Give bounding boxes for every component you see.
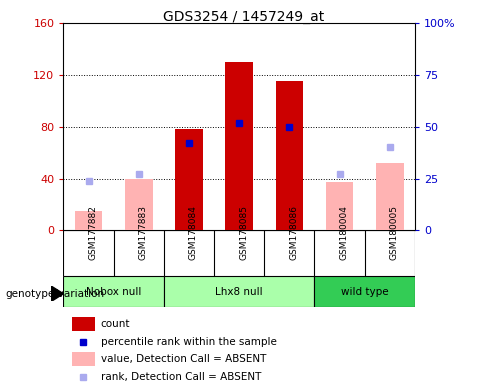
Bar <box>125 179 153 230</box>
Text: count: count <box>101 319 130 329</box>
Text: percentile rank within the sample: percentile rank within the sample <box>101 338 277 348</box>
Bar <box>276 81 303 230</box>
Text: Lhx8 null: Lhx8 null <box>215 287 263 297</box>
Text: rank, Detection Call = ABSENT: rank, Detection Call = ABSENT <box>101 372 261 382</box>
Text: GSM180005: GSM180005 <box>390 205 399 260</box>
Bar <box>63 276 164 307</box>
Bar <box>314 276 415 307</box>
Bar <box>164 276 314 307</box>
Text: GSM178086: GSM178086 <box>289 205 298 260</box>
Bar <box>75 211 102 230</box>
Bar <box>376 163 404 230</box>
Bar <box>175 129 203 230</box>
Text: GSM177882: GSM177882 <box>88 205 98 260</box>
Text: GSM177883: GSM177883 <box>139 205 148 260</box>
Text: GSM178084: GSM178084 <box>189 205 198 260</box>
Bar <box>72 352 95 366</box>
Bar <box>325 182 353 230</box>
Text: Nobox null: Nobox null <box>86 287 142 297</box>
Bar <box>72 317 95 331</box>
Text: GSM178085: GSM178085 <box>239 205 248 260</box>
Polygon shape <box>51 286 63 301</box>
Text: GDS3254 / 1457249_at: GDS3254 / 1457249_at <box>163 10 325 23</box>
Bar <box>225 62 253 230</box>
Text: GSM180004: GSM180004 <box>340 205 348 260</box>
Text: genotype/variation: genotype/variation <box>5 289 104 299</box>
Text: value, Detection Call = ABSENT: value, Detection Call = ABSENT <box>101 354 266 364</box>
Text: wild type: wild type <box>341 287 388 297</box>
